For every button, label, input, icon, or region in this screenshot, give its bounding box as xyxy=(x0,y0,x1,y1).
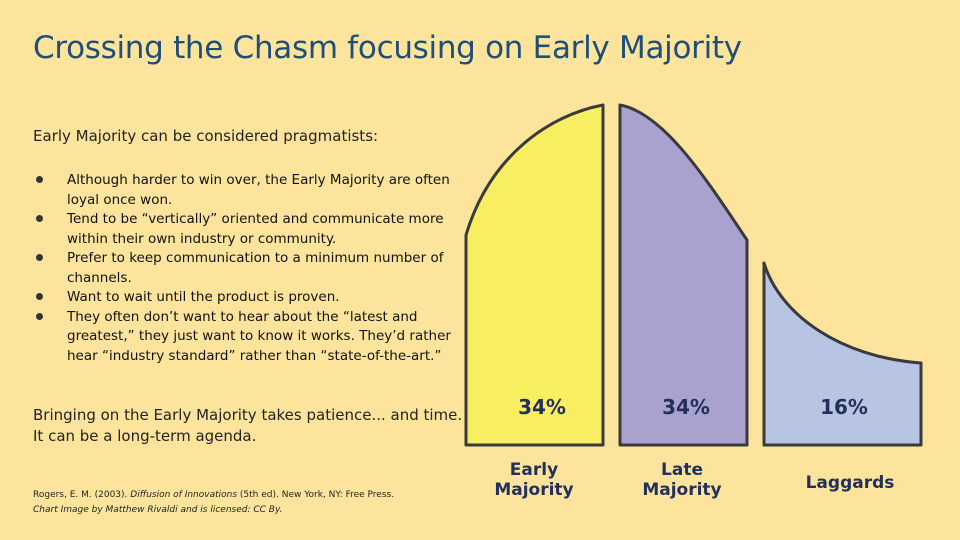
label-early-majority-line1: Early xyxy=(509,460,559,480)
bullet-text: Want to wait until the product is proven… xyxy=(67,289,340,305)
segment-early-majority xyxy=(464,103,605,447)
label-laggards-line1: Laggards xyxy=(805,473,895,493)
bullet-dot-icon xyxy=(36,176,43,183)
segment-laggards xyxy=(762,261,923,447)
label-late-majority: Late Majority xyxy=(632,460,732,500)
bullet-item: They often don’t want to hear about the … xyxy=(36,308,456,367)
label-late-majority-line2: Majority xyxy=(642,480,722,500)
slide-title: Crossing the Chasm focusing on Early Maj… xyxy=(33,30,742,66)
label-laggards: Laggards xyxy=(795,473,905,493)
bullet-text: They often don’t want to hear about the … xyxy=(67,308,451,364)
percent-early-majority: 34% xyxy=(518,395,566,419)
reference-rest: (5th ed). New York, NY: Free Press. xyxy=(237,490,395,500)
bullet-item: Prefer to keep communication to a minimu… xyxy=(36,249,456,288)
bullet-item: Although harder to win over, the Early M… xyxy=(36,171,456,210)
bullet-dot-icon xyxy=(36,312,43,320)
bullet-dot-icon xyxy=(36,293,43,300)
bullet-item: Tend to be “vertically” oriented and com… xyxy=(36,210,456,249)
adoption-chart: 34% 34% 16% Early Majority Late Majority… xyxy=(460,95,940,535)
label-late-majority-line1: Late xyxy=(661,460,703,480)
bullet-dot-icon xyxy=(36,215,43,222)
adoption-curve-graphic xyxy=(464,103,923,447)
bullet-text: Prefer to keep communication to a minimu… xyxy=(67,250,444,286)
label-early-majority: Early Majority xyxy=(484,460,584,500)
percent-laggards: 16% xyxy=(820,395,868,419)
bullet-text: Although harder to win over, the Early M… xyxy=(67,172,450,208)
bullet-dot-icon xyxy=(36,254,43,261)
segment-late-majority xyxy=(618,103,749,447)
reference-authors: Rogers, E. M. (2003). xyxy=(33,490,131,500)
reference: Rogers, E. M. (2003). Diffusion of Innov… xyxy=(33,488,463,518)
percent-late-majority: 34% xyxy=(662,395,710,419)
intro-text: Early Majority can be considered pragmat… xyxy=(33,127,379,145)
bullet-item: Want to wait until the product is proven… xyxy=(36,288,456,308)
bullet-text: Tend to be “vertically” oriented and com… xyxy=(67,211,444,247)
reference-book: Diffusion of Innovations xyxy=(130,490,238,500)
label-early-majority-line2: Majority xyxy=(494,480,574,500)
image-credit: Chart Image by Matthew Rivaldi and is li… xyxy=(33,505,283,515)
bullet-list: Although harder to win over, the Early M… xyxy=(36,171,456,366)
closing-text: Bringing on the Early Majority takes pat… xyxy=(33,406,463,445)
